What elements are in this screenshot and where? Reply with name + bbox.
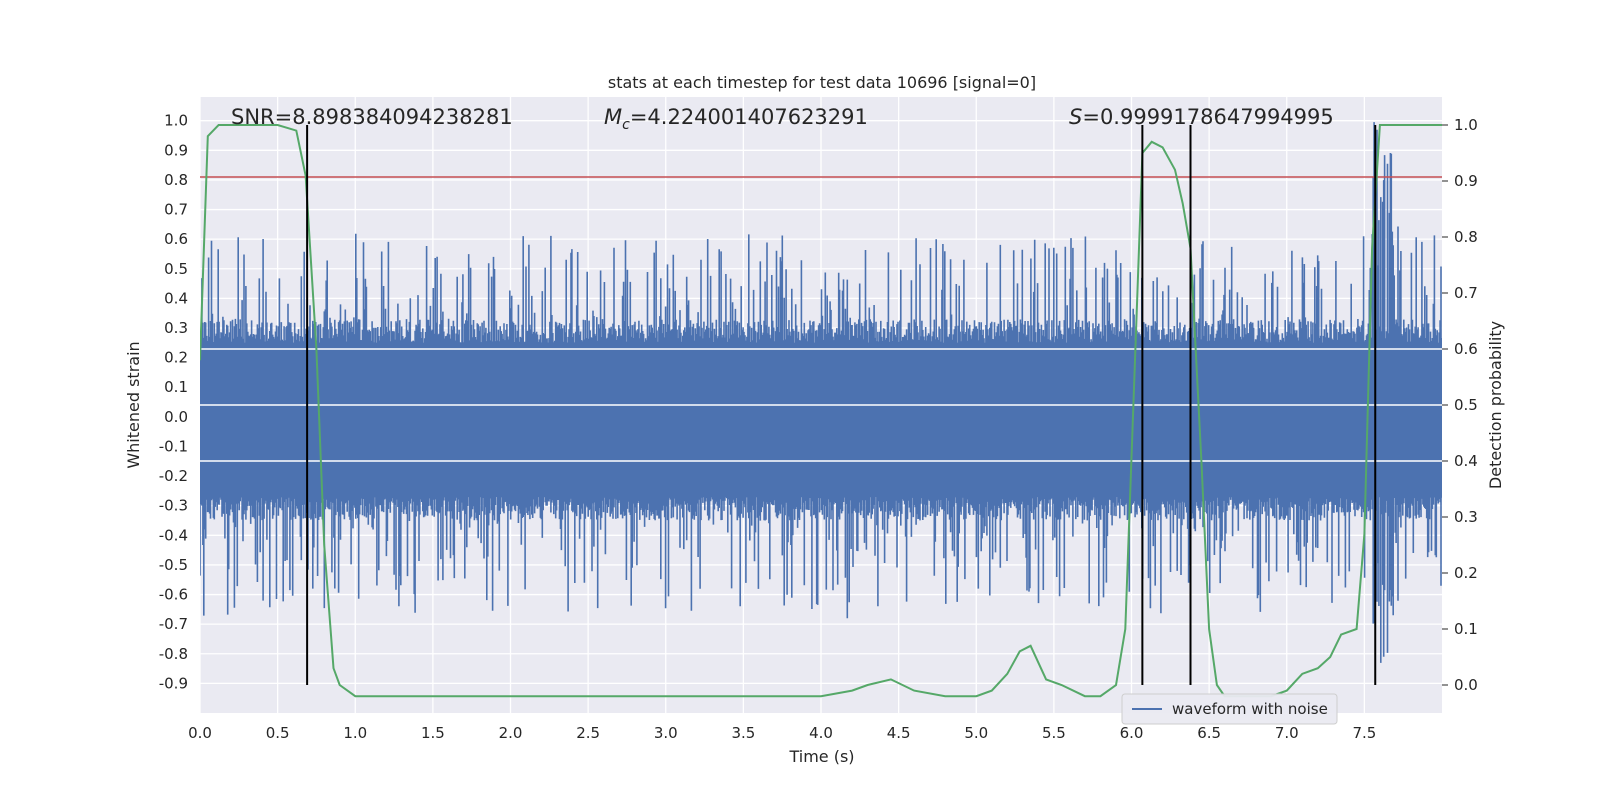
y-tick-label: 0.7: [164, 201, 188, 219]
y2-tick-label: 0.1: [1454, 620, 1478, 638]
chirp-mass-annotation: Mc=4.224001407623291: [604, 105, 868, 133]
x-axis-ticks: 0.0 0.5 1.0 1.5 2.0 2.5 3.0 3.5 4.0 4.5 5.0 5.5 6.0 6…: [188, 724, 1376, 742]
y-axis-ticks: -0.9 -0.8 -0.7 -0.6 -0.5 -0.4 -0.3 -0.2 -0.1 0.0 0…: [159, 112, 188, 693]
chirp-mass-value: =4.224001407623291: [630, 105, 868, 129]
y2-tick-label: 0.0: [1454, 676, 1478, 694]
x-tick-label: 0.0: [188, 724, 212, 742]
y2-tick-label: 0.9: [1454, 172, 1478, 190]
y2-axis-label: Detection probability: [1486, 321, 1505, 489]
legend: waveform with noise: [1121, 693, 1338, 725]
y-tick-label: 1.0: [164, 112, 188, 130]
x-tick-label: 5.0: [964, 724, 988, 742]
y-tick-label: -0.8: [159, 645, 188, 663]
y-tick-label: -0.9: [159, 674, 188, 692]
x-tick-label: 4.0: [809, 724, 833, 742]
score-value: =0.9999178647994995: [1082, 105, 1333, 129]
chart-title: stats at each timestep for test data 106…: [608, 73, 1036, 92]
y-tick-label: 0.8: [164, 171, 188, 189]
x-tick-label: 6.5: [1197, 724, 1221, 742]
waveform-dense-band: [200, 342, 1442, 497]
series-layer: [200, 122, 1442, 698]
y-tick-label: -0.3: [159, 497, 188, 515]
y2-tick-label: 1.0: [1454, 116, 1478, 134]
y-tick-label: 0.6: [164, 230, 188, 248]
y-tick-label: -0.4: [159, 526, 188, 544]
y2-tick-label: 0.3: [1454, 508, 1478, 526]
y-tick-label: 0.4: [164, 289, 188, 307]
y-tick-label: 0.9: [164, 141, 188, 159]
y2-tick-label: 0.6: [1454, 340, 1478, 358]
score-symbol: S: [1069, 105, 1082, 129]
y-tick-label: 0.1: [164, 378, 188, 396]
y2-tick-label: 0.7: [1454, 284, 1478, 302]
detection-probability-line: [200, 124, 1442, 698]
x-tick-label: 1.0: [343, 724, 367, 742]
y2-axis-ticks: 0.0 0.1 0.2 0.3 0.4 0.5 0.6 0.7 0.8 0.9 1.0: [1442, 116, 1478, 694]
y-tick-label: 0.2: [164, 349, 188, 367]
chirp-mass-symbol: M: [604, 105, 622, 129]
y-tick-label: 0.0: [164, 408, 188, 426]
chirp-mass-subscript: c: [622, 117, 630, 133]
y2-tick-label: 0.2: [1454, 564, 1478, 582]
y-tick-label: 0.3: [164, 319, 188, 337]
x-tick-label: 5.5: [1042, 724, 1066, 742]
y-tick-label: -0.2: [159, 467, 188, 485]
y2-tick-label: 0.5: [1454, 396, 1478, 414]
x-tick-label: 3.0: [654, 724, 678, 742]
y-tick-label: 0.5: [164, 260, 188, 278]
y-tick-label: -0.1: [159, 437, 188, 455]
legend-label: waveform with noise: [1172, 700, 1328, 718]
x-tick-label: 3.5: [731, 724, 755, 742]
snr-annotation: SNR=8.898384094238281: [231, 105, 513, 129]
score-annotation: S=0.9999178647994995: [1069, 105, 1334, 129]
y2-tick-label: 0.8: [1454, 228, 1478, 246]
y-tick-label: -0.5: [159, 556, 188, 574]
x-tick-label: 0.5: [266, 724, 290, 742]
x-tick-label: 6.0: [1120, 724, 1144, 742]
x-tick-label: 7.0: [1275, 724, 1299, 742]
x-axis-label: Time (s): [788, 747, 854, 766]
y-tick-label: -0.7: [159, 615, 188, 633]
x-tick-label: 7.5: [1352, 724, 1376, 742]
legend-box: [1121, 693, 1338, 725]
x-tick-label: 2.0: [499, 724, 523, 742]
x-tick-label: 1.5: [421, 724, 445, 742]
y-tick-label: -0.6: [159, 586, 188, 604]
y2-tick-label: 0.4: [1454, 452, 1478, 470]
y-axis-label: Whitened strain: [124, 341, 143, 468]
x-tick-label: 2.5: [576, 724, 600, 742]
x-tick-label: 4.5: [887, 724, 911, 742]
